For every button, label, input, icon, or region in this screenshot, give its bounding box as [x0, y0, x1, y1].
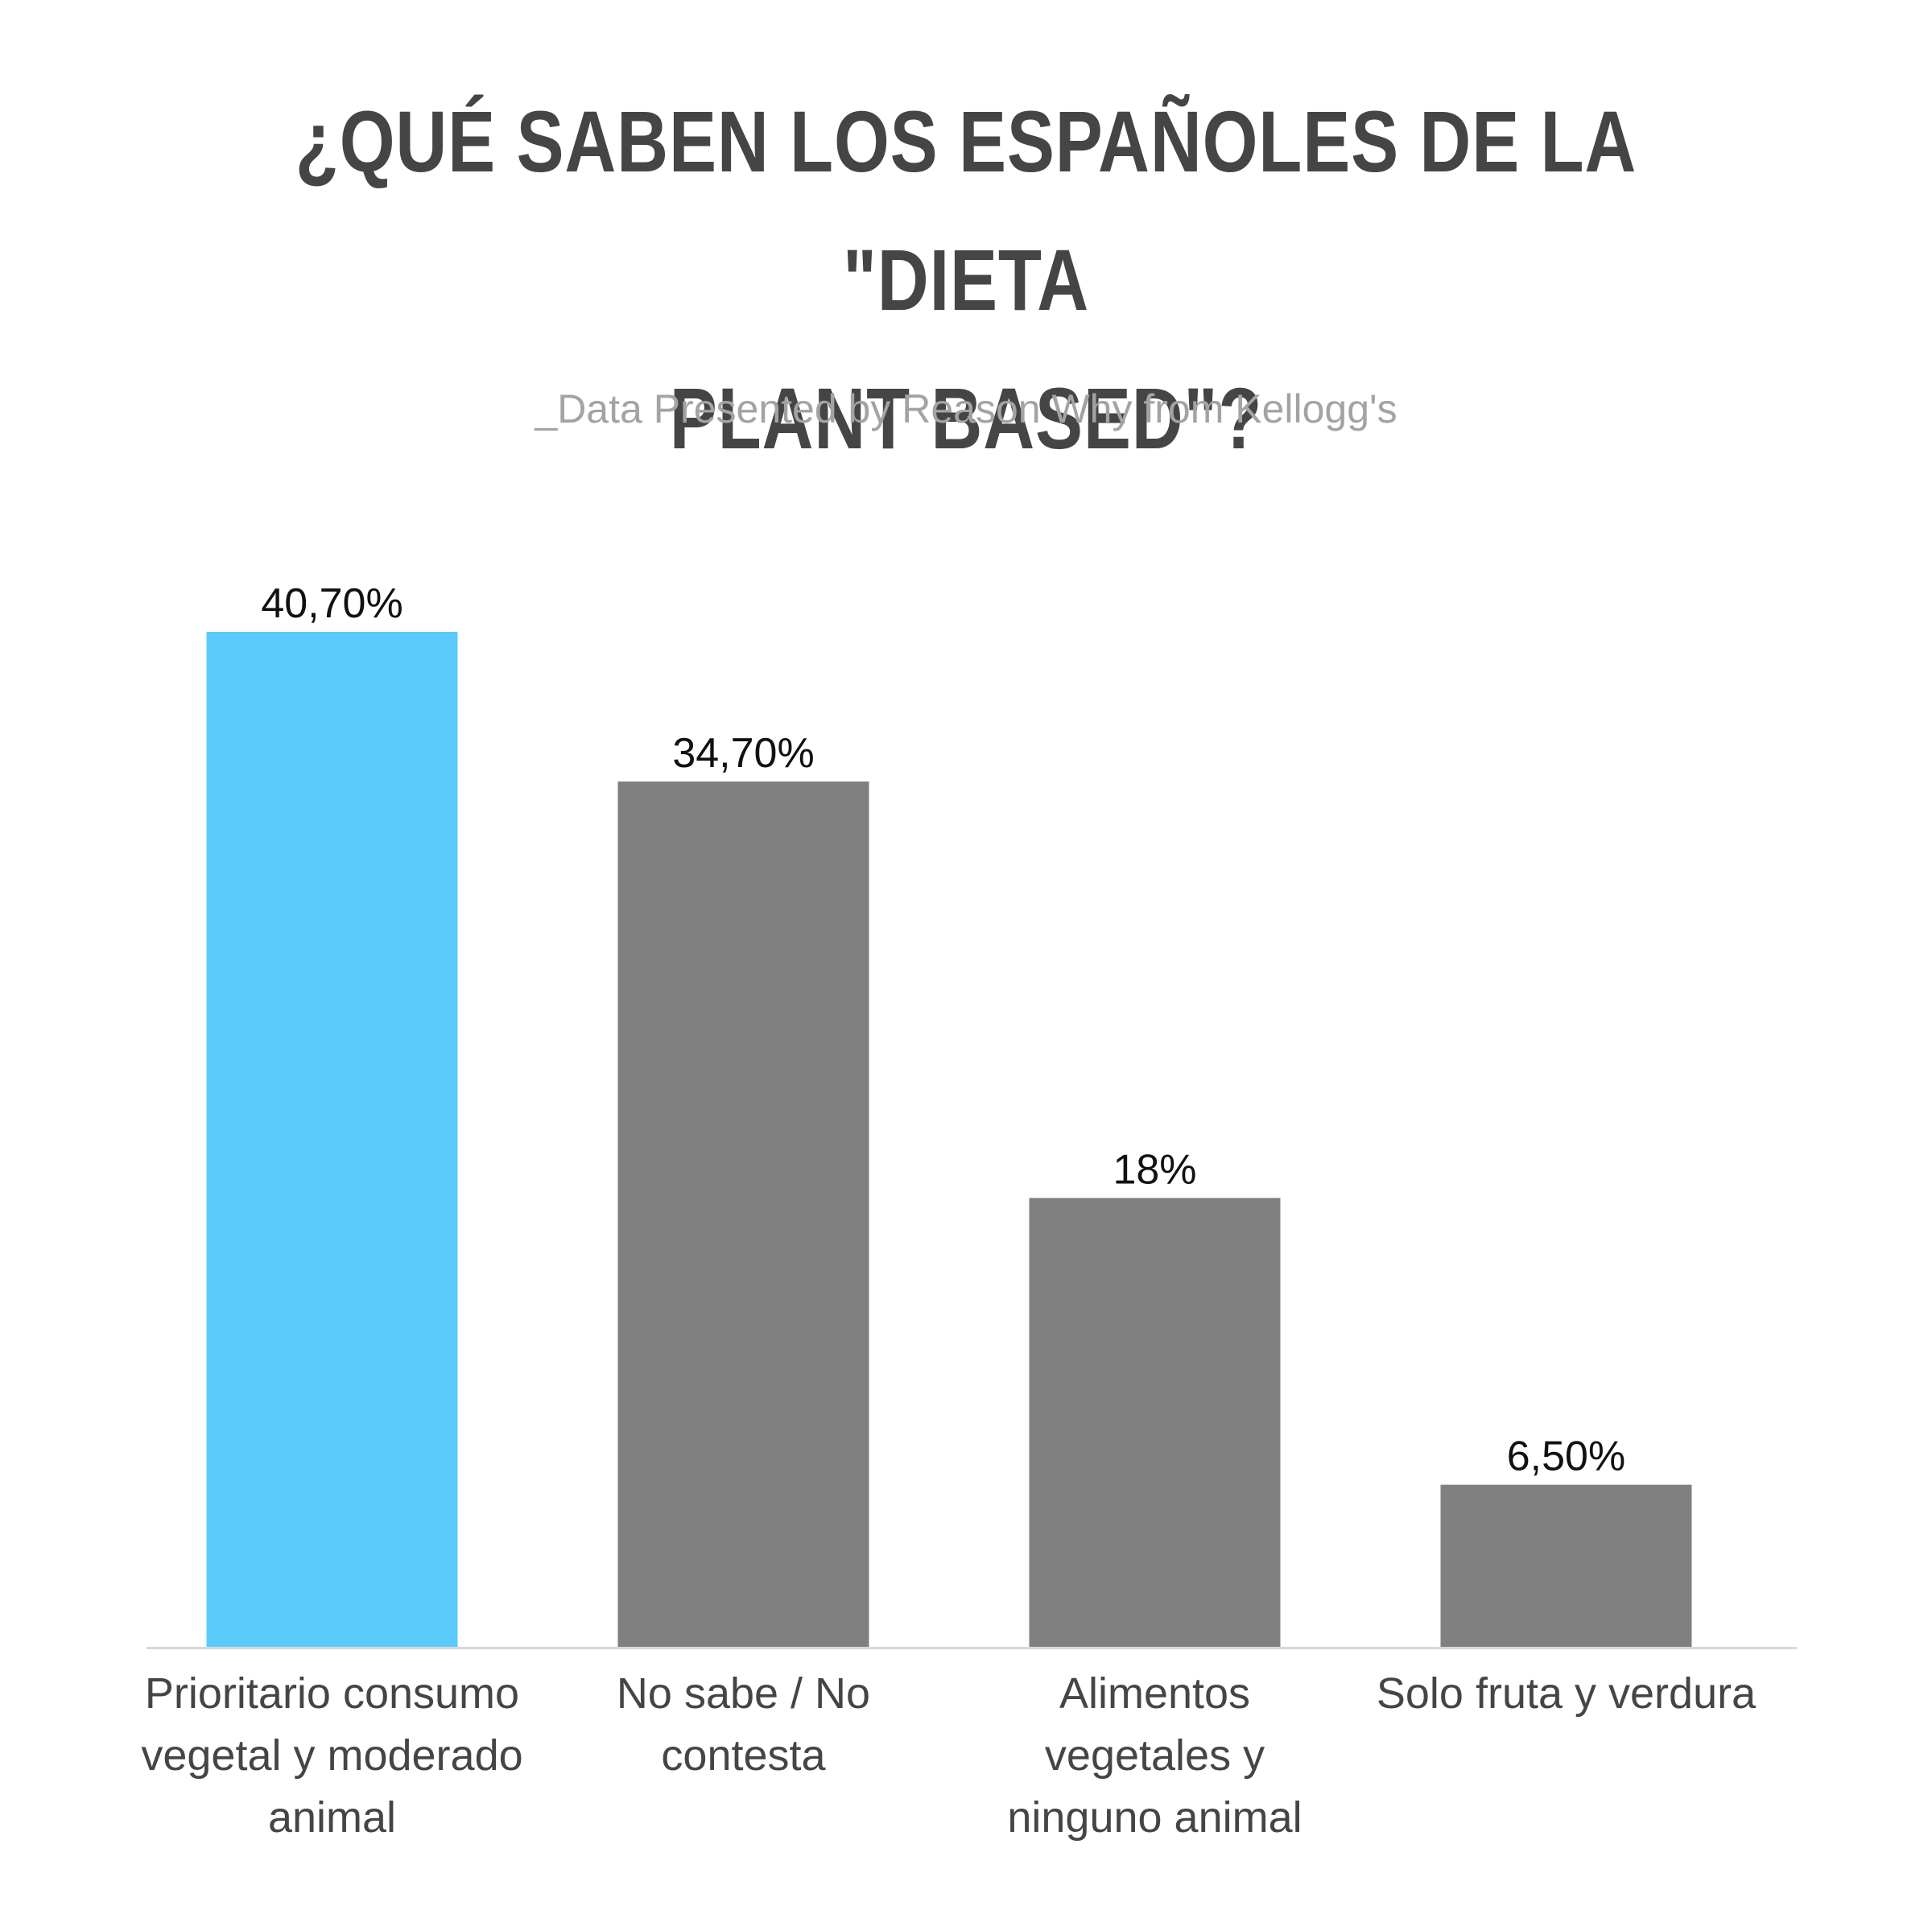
category-label-1: Prioritario consumo vegetal y moderado ani… [141, 1669, 522, 1842]
category-label-line: Prioritario consumo [145, 1669, 519, 1718]
value-label-1: 40,70% [261, 580, 402, 627]
category-label-4: Solo fruta y verdura [1377, 1669, 1757, 1718]
category-label-2: No sabe / No contesta [617, 1669, 870, 1780]
category-label-line: vegetal y moderado [141, 1731, 522, 1780]
category-label-line: Alimentos [1059, 1669, 1250, 1718]
chart-subtitle: _Data Presented by Reason Why from Kello… [535, 386, 1397, 431]
value-label-2: 34,70% [672, 730, 814, 777]
value-label-4: 6,50% [1507, 1434, 1625, 1480]
category-label-line: ninguno animal [1007, 1793, 1302, 1842]
value-label-3: 18% [1113, 1146, 1196, 1193]
chart-title-line-1: ¿QUÉ SABEN LOS ESPAÑOLES DE LA "DIETA [295, 93, 1637, 328]
category-label-line: contesta [661, 1731, 826, 1780]
bar-2 [617, 781, 869, 1648]
category-label-line: Solo fruta y verdura [1377, 1669, 1757, 1718]
bar-3 [1029, 1198, 1281, 1647]
bar-4 [1440, 1484, 1692, 1647]
chart-title-line-2: PLANT BASED"? [669, 369, 1263, 467]
category-label-line: animal [268, 1793, 396, 1842]
chart-title: ¿QUÉ SABEN LOS ESPAÑOLES DE LA "DIETA PL… [273, 72, 1659, 488]
category-label-line: vegetales y [1045, 1731, 1265, 1780]
category-label-line: No sabe / No [617, 1669, 870, 1718]
category-label-3: Alimentos vegetales y ninguno animal [1007, 1669, 1302, 1842]
bar-1 [206, 632, 458, 1647]
